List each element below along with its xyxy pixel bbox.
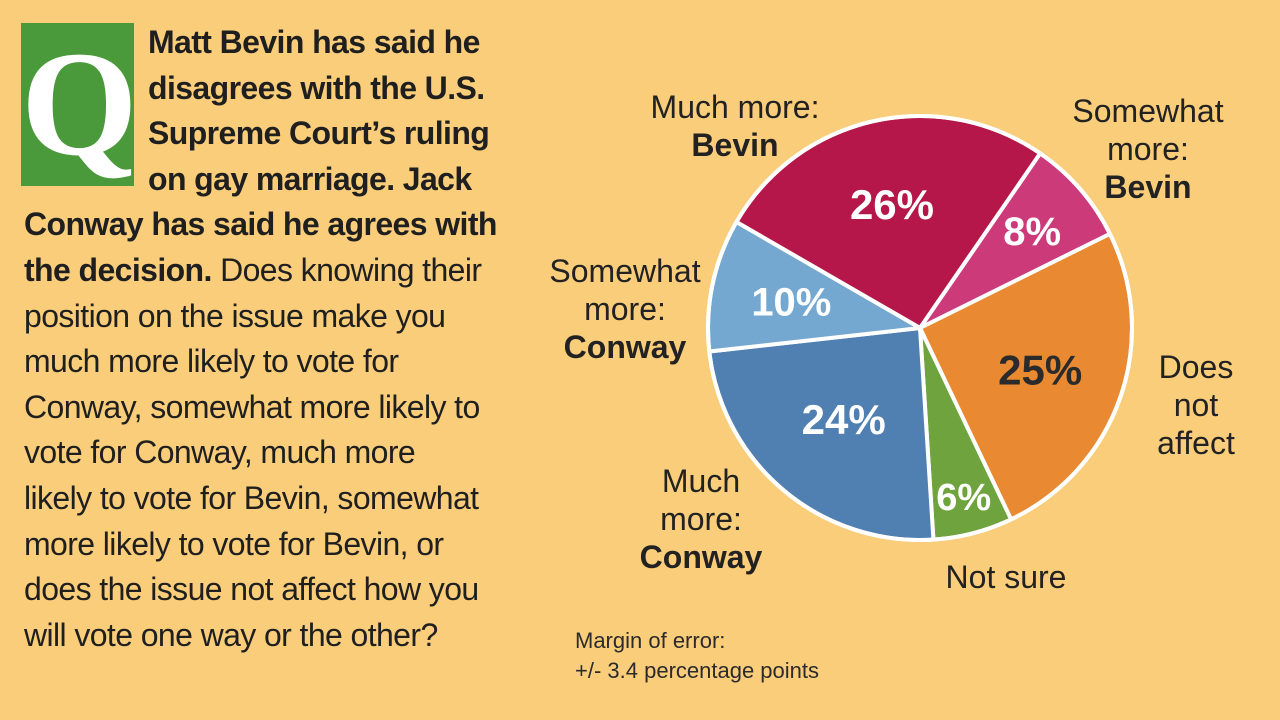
pie-category-labels: Much more:BevinSomewhatmore:BevinDoesnot… <box>549 89 1235 595</box>
question-bold-line: on gay marriage. Jack <box>148 160 472 197</box>
pie-category-label: not <box>1174 387 1219 423</box>
q-letter: Q <box>21 21 138 187</box>
pie-value-label: 25% <box>998 347 1082 394</box>
question-line: much more likely to vote for <box>24 343 399 380</box>
pie-slices <box>706 114 1134 542</box>
question-line: likely to vote for Bevin, somewhat <box>24 479 479 516</box>
pie-value-label: 8% <box>1003 210 1061 254</box>
pie-value-label: 10% <box>751 280 831 324</box>
question-bold-tail: the decision. <box>24 251 212 288</box>
question-normal-tail: Does knowing their <box>211 251 482 288</box>
question-text: Matt Bevin has said he disagrees with th… <box>0 20 520 658</box>
question-line: position on the issue make you <box>24 297 446 334</box>
question-line: vote for Conway, much more <box>24 434 416 471</box>
question-line: will vote one way or the other? <box>24 616 438 653</box>
pie-category-label: Much more: <box>651 89 820 125</box>
pie-value-label: 26% <box>850 181 934 228</box>
q-badge: Q <box>21 21 138 187</box>
pie-category-label: Much <box>662 463 740 499</box>
pie-category-label: more: <box>584 291 666 327</box>
pie-value-label: 24% <box>802 396 886 443</box>
margin-of-error-note: Margin of error: +/- 3.4 percentage poin… <box>575 626 819 686</box>
pie-category-label: affect <box>1157 425 1235 461</box>
pie-category-label: Conway <box>640 539 763 575</box>
question-bold-line: Supreme Court’s ruling <box>148 115 490 152</box>
pie-value-labels: 26% 8% 25% 6% 24% 10% <box>751 181 1082 519</box>
question-bold-line: Matt Bevin has said he <box>148 24 480 60</box>
pie-category-label: more: <box>660 501 742 537</box>
pie-category-label: Bevin <box>1104 169 1191 205</box>
margin-note-line: Margin of error: <box>575 628 726 653</box>
pie-category-label: Conway <box>564 329 687 365</box>
pie-category-label: more: <box>1107 131 1189 167</box>
pie-category-label: Does <box>1159 349 1234 385</box>
pie-category-label: Bevin <box>691 127 778 163</box>
pie-outline <box>706 114 1134 542</box>
question-line: Conway, somewhat more likely to <box>24 388 480 425</box>
question-line: more likely to vote for Bevin, or <box>24 525 444 562</box>
question-line: does the issue not affect how you <box>24 571 479 608</box>
question-bold-line: disagrees with the U.S. <box>148 69 485 106</box>
pie-value-label: 6% <box>936 477 991 519</box>
question-mixed-line: the decision. Does knowing their <box>0 248 520 294</box>
pie-category-label: Somewhat <box>1072 93 1223 129</box>
question-bold-line: Conway has said he agrees with <box>24 206 497 243</box>
margin-note-line: +/- 3.4 percentage points <box>575 658 819 683</box>
pie-category-label: Not sure <box>946 559 1067 595</box>
pie-category-label: Somewhat <box>549 253 700 289</box>
